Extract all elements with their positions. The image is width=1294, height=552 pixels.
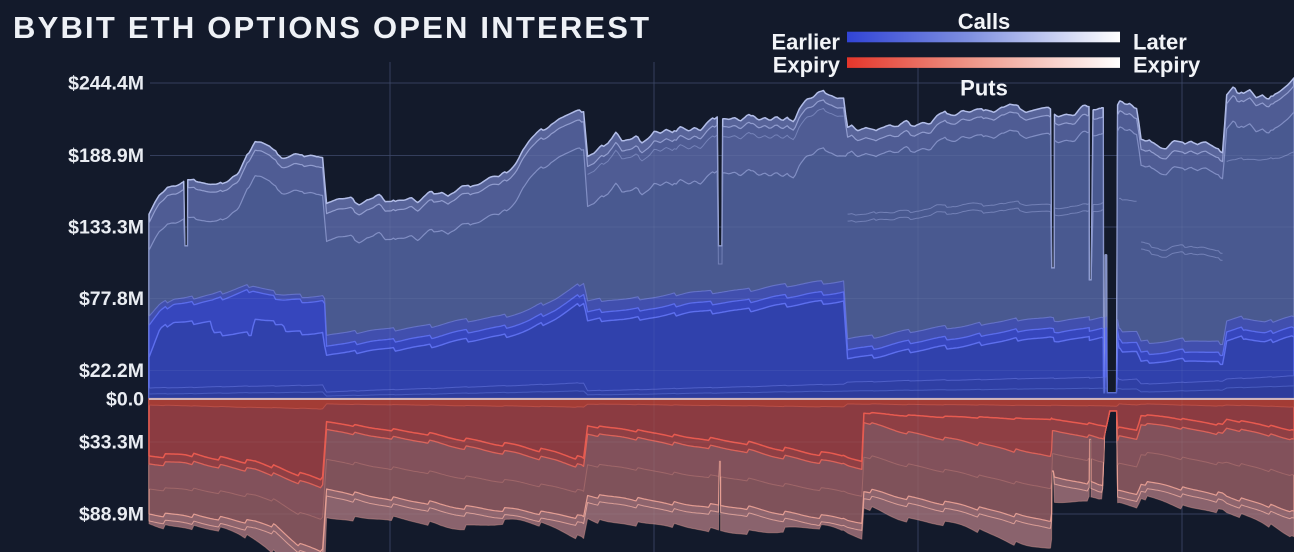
svg-text:Later: Later <box>1133 29 1187 54</box>
svg-text:BYBIT ETH OPTIONS OPEN INTERES: BYBIT ETH OPTIONS OPEN INTEREST <box>13 10 651 45</box>
svg-text:$188.9M: $188.9M <box>68 145 144 167</box>
svg-text:Expiry: Expiry <box>1133 53 1201 78</box>
svg-text:$77.8M: $77.8M <box>79 288 144 310</box>
svg-text:Calls: Calls <box>958 9 1011 34</box>
svg-text:Puts: Puts <box>960 75 1008 100</box>
svg-text:Earlier: Earlier <box>772 29 841 54</box>
svg-text:Expiry: Expiry <box>773 53 841 78</box>
svg-text:$133.3M: $133.3M <box>68 217 144 239</box>
svg-text:$88.9M: $88.9M <box>79 504 144 526</box>
svg-text:$33.3M: $33.3M <box>79 432 144 454</box>
svg-text:$0.0: $0.0 <box>106 389 144 411</box>
svg-text:$244.4M: $244.4M <box>68 73 144 95</box>
svg-text:$22.2M: $22.2M <box>79 360 144 382</box>
